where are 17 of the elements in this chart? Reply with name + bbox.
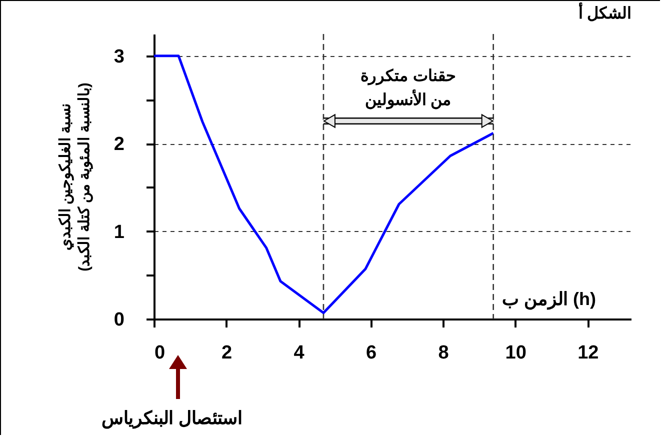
y-tick-label: 2 [114, 134, 124, 156]
x-tick-label: 4 [294, 342, 305, 364]
annotation: حقنات متكررة من الأنسولين [360, 68, 456, 110]
y-tick-label: 0 [114, 310, 124, 330]
text: استئصال البنكرياس [101, 408, 243, 429]
x-axis-title: الزمن ب (h) [502, 289, 596, 310]
y-tick-label: 1 [114, 222, 125, 243]
y-axis-title: نسبة الغليكوجين الكبدي (بالنسبة المئوية من كتلة الكبد) [56, 82, 93, 272]
chart-title: الشكل أ [578, 1, 631, 22]
x-tick-label: 8 [438, 342, 449, 364]
line-series [152, 54, 495, 314]
x-tick-label: 10 [505, 342, 526, 364]
x-tick-label: 2 [221, 342, 232, 364]
x-tick-label: 12 [578, 342, 599, 364]
y-tick-label: 3 [114, 46, 124, 68]
x-tick-label: 6 [366, 342, 377, 364]
x-tick-label: 0 [154, 342, 166, 364]
